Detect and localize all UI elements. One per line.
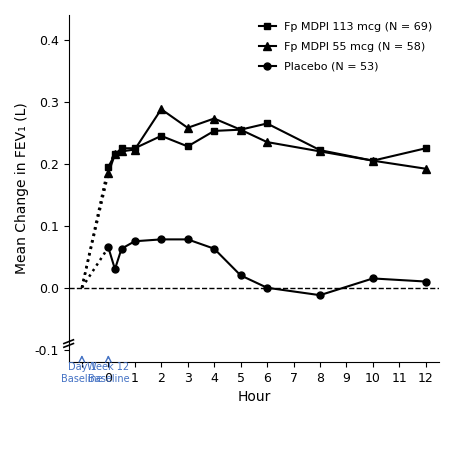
Text: Week 12
Baseline: Week 12 Baseline: [87, 362, 129, 384]
Y-axis label: Mean Change in FEV₁ (L): Mean Change in FEV₁ (L): [15, 103, 29, 274]
Legend: Fp MDPI 113 mcg (N = 69), Fp MDPI 55 mcg (N = 58), Placebo (N = 53): Fp MDPI 113 mcg (N = 69), Fp MDPI 55 mcg…: [254, 17, 437, 76]
Text: Day 1
Baseline: Day 1 Baseline: [61, 362, 103, 384]
X-axis label: Hour: Hour: [237, 391, 271, 404]
